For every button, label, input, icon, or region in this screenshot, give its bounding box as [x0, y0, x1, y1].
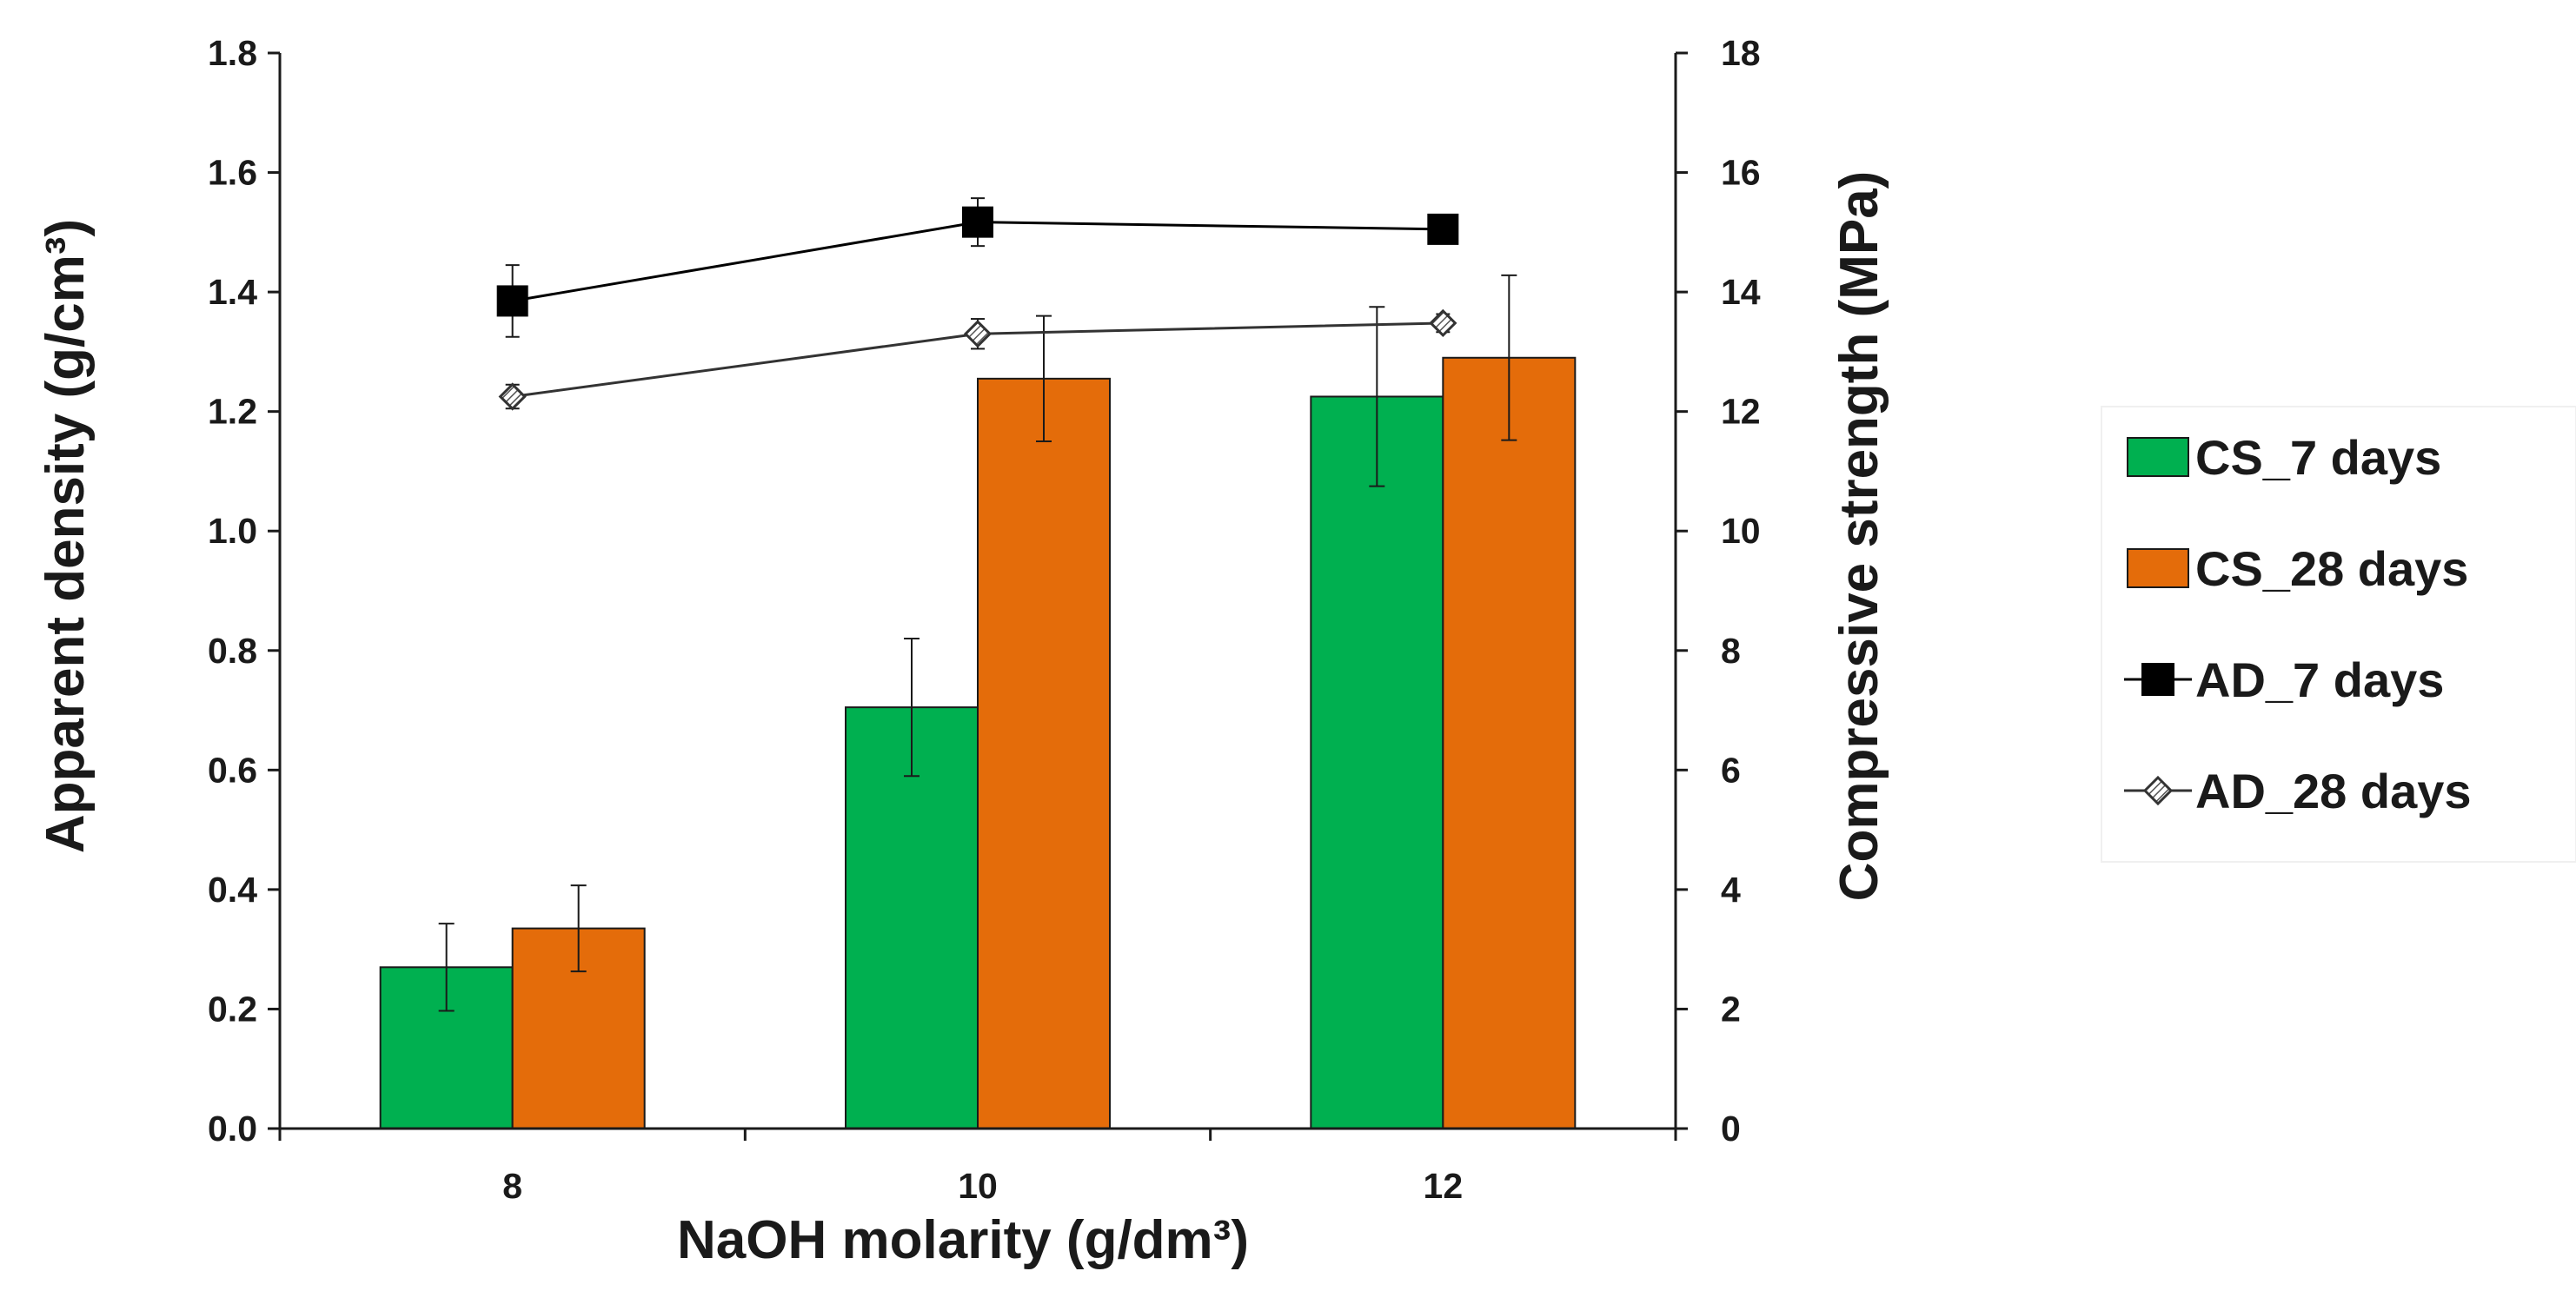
y-left-tick-label: 0.6 [208, 750, 257, 790]
y-left-tick-label: 0.0 [208, 1109, 257, 1149]
y-axis-title-left: Apparent density (g/cm³) [36, 219, 96, 853]
legend: CS_7 days CS_28 days AD_7 days AD_28 days [2101, 406, 2576, 863]
legend-label: AD_7 days [2195, 652, 2444, 707]
line-marker-diamond [2142, 775, 2174, 806]
bar [1310, 395, 1444, 1129]
axes-layer: 0.0 0.2 0.4 0.6 0.8 1.0 1.2 1.4 1.6 1.8 0 2 4 6 8 10 12 1… [208, 33, 1761, 1206]
y-right-tick-label: 14 [1721, 272, 1761, 312]
y-right-tick-label: 18 [1721, 33, 1761, 73]
line-marker-diamond [1429, 308, 1457, 337]
bar [977, 377, 1111, 1130]
legend-label: AD_28 days [2195, 764, 2472, 818]
y-right-tick-label: 12 [1721, 392, 1761, 432]
line-marker-diamond [963, 320, 993, 348]
plot-area: 0.0 0.2 0.4 0.6 0.8 1.0 1.2 1.4 1.6 1.8 0 2 4 6 8 10 12 1… [208, 33, 1761, 1206]
y-right-tick-label: 8 [1721, 631, 1741, 671]
line-marker-square [2141, 663, 2174, 696]
y-left-tick-label: 1.8 [208, 33, 257, 73]
y-left-tick-label: 0.8 [208, 631, 257, 671]
lines-layer [496, 197, 1459, 411]
y-right-tick-label: 0 [1721, 1109, 1741, 1149]
legend-label: CS_28 days [2195, 541, 2468, 596]
x-tick-label: 12 [1424, 1166, 1464, 1206]
bar [1442, 356, 1577, 1129]
y-right-tick-label: 6 [1721, 750, 1741, 790]
y-left-tick-label: 1.4 [208, 272, 257, 312]
x-tick-label: 8 [502, 1166, 522, 1206]
legend-box [2101, 406, 2576, 863]
y-right-tick-label: 4 [1721, 870, 1741, 910]
y-left-tick-label: 1.0 [208, 511, 257, 551]
line-marker-diamond [498, 382, 527, 411]
line-marker-square [962, 206, 993, 238]
x-axis-title: NaOH molarity (g/dm³) [677, 1210, 1249, 1270]
legend-label: CS_7 days [2195, 430, 2441, 485]
y-right-tick-label: 2 [1721, 989, 1741, 1029]
x-tick-label: 10 [958, 1166, 998, 1206]
y-right-tick-label: 10 [1721, 511, 1761, 551]
y-left-tick-label: 1.2 [208, 392, 257, 432]
legend-swatch [2127, 548, 2189, 588]
y-axis-title-right: Compressive strength (MPa) [1829, 171, 1889, 902]
line-marker-square [1427, 213, 1459, 245]
legend-swatch [2127, 437, 2189, 477]
line-marker-square [496, 285, 528, 317]
y-right-tick-label: 16 [1721, 153, 1761, 193]
y-left-tick-label: 1.6 [208, 153, 257, 193]
y-left-tick-label: 0.2 [208, 989, 257, 1029]
y-left-tick-label: 0.4 [208, 870, 257, 910]
bars-layer [379, 274, 1577, 1130]
